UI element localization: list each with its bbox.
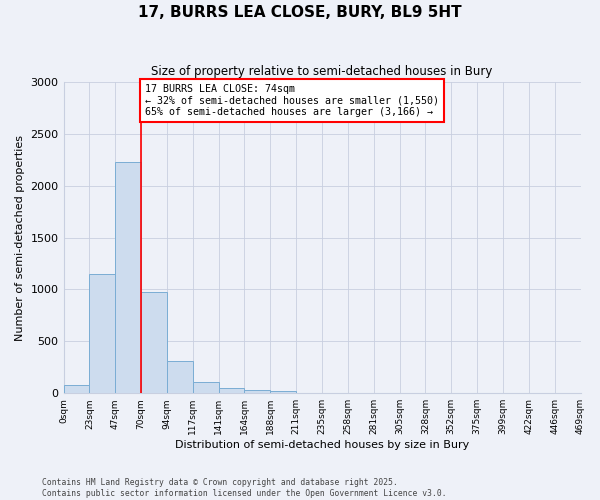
Bar: [64, 386, 89, 393]
Text: 17, BURRS LEA CLOSE, BURY, BL9 5HT: 17, BURRS LEA CLOSE, BURY, BL9 5HT: [138, 5, 462, 20]
Y-axis label: Number of semi-detached properties: Number of semi-detached properties: [15, 134, 25, 340]
Text: 17 BURRS LEA CLOSE: 74sqm
← 32% of semi-detached houses are smaller (1,550)
65% : 17 BURRS LEA CLOSE: 74sqm ← 32% of semi-…: [145, 84, 439, 117]
X-axis label: Distribution of semi-detached houses by size in Bury: Distribution of semi-detached houses by …: [175, 440, 469, 450]
Bar: [115, 162, 141, 393]
Bar: [89, 274, 115, 393]
Bar: [244, 390, 271, 393]
Bar: [141, 292, 167, 393]
Bar: [271, 390, 296, 393]
Bar: [218, 388, 244, 393]
Text: Contains HM Land Registry data © Crown copyright and database right 2025.
Contai: Contains HM Land Registry data © Crown c…: [42, 478, 446, 498]
Bar: [167, 361, 193, 393]
Bar: [193, 382, 218, 393]
Title: Size of property relative to semi-detached houses in Bury: Size of property relative to semi-detach…: [151, 65, 493, 78]
